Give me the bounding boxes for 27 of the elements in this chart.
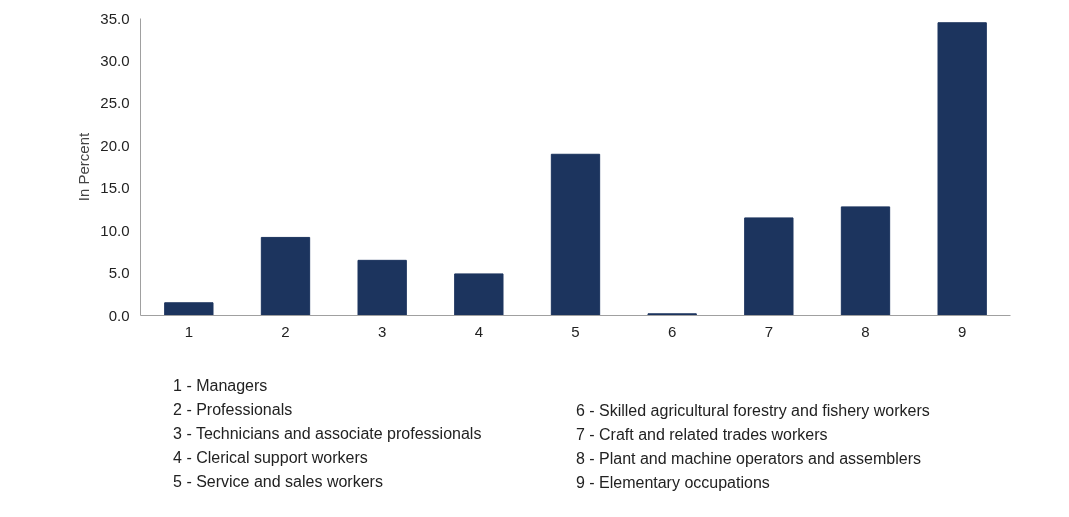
y-tick-label: 0.0 bbox=[108, 306, 130, 324]
x-tick-label: 4 bbox=[474, 322, 484, 340]
x-tick-label: 8 bbox=[861, 322, 870, 340]
text: 9 - Elementary occupations bbox=[575, 474, 770, 491]
text: 5 - Service and sales workers bbox=[173, 473, 383, 490]
text: 2 - Professionals bbox=[173, 401, 293, 418]
x-tick-label: 9 bbox=[958, 322, 967, 340]
y-axis-title: In Percent bbox=[75, 131, 93, 202]
y-tick-label: 5.0 bbox=[108, 264, 130, 282]
y-tick-label: 30.0 bbox=[100, 51, 130, 69]
x-tick-label: 6 bbox=[668, 322, 677, 340]
x-tick-label: 7 bbox=[764, 322, 774, 340]
y-tick-label: 35.0 bbox=[100, 9, 130, 27]
x-tick-label: 2 bbox=[281, 322, 290, 340]
y-tick-label: 20.0 bbox=[100, 136, 130, 154]
text: 8 - Plant and machine operators and assemblers bbox=[575, 450, 921, 467]
x-tick-label: 5 bbox=[571, 322, 580, 340]
text: 4 - Clerical support workers bbox=[173, 449, 368, 466]
text: 1 - Managers bbox=[173, 377, 268, 394]
y-tick-label: 10.0 bbox=[100, 221, 130, 239]
y-tick-label: 15.0 bbox=[100, 179, 130, 197]
text: 3 - Technicians and associate professionals bbox=[173, 425, 482, 442]
y-tick-label: 25.0 bbox=[100, 94, 130, 112]
x-tick-label: 3 bbox=[378, 322, 387, 340]
text: 6 - Skilled agricultural forestry and fishery workers bbox=[575, 402, 930, 419]
x-tick-label: 1 bbox=[184, 322, 194, 340]
text: 7 - Craft and related trades workers bbox=[575, 426, 828, 443]
